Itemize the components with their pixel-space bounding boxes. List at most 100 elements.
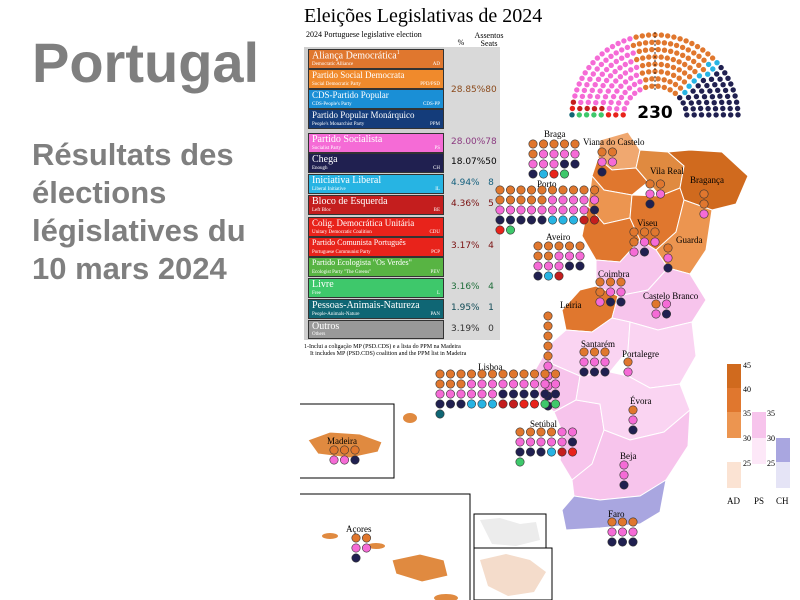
pct-ch: 18.07% <box>451 157 486 167</box>
legend-label-ch: CH <box>776 496 789 506</box>
district-seat-dot-ad <box>516 195 526 205</box>
party-name-en: Unitary Democratic Coalition <box>312 230 372 235</box>
district-seat-dot-be <box>554 271 564 281</box>
district-seat-dot-ps <box>619 470 629 480</box>
party-row-pan: Pessoas-Animais-Natureza People-Animals-… <box>308 299 444 319</box>
pct-cdu: 3.17% <box>451 241 480 251</box>
district-seat-dot-ch <box>537 215 547 225</box>
district-seat-dot-ch <box>605 297 615 307</box>
district-label: Castelo Branco <box>643 291 699 301</box>
legend-ch-25 <box>776 462 790 488</box>
district-seat-dot-ps <box>629 247 639 257</box>
district-label: Santarém <box>581 339 615 349</box>
party-name-en: Ecologist Party "The Greens" <box>312 270 372 275</box>
district-seat-dot-ad <box>558 185 568 195</box>
district-seat-dot-ch <box>617 537 627 547</box>
district-seat-dot-ps <box>597 157 607 167</box>
district-seat-dot-ad <box>623 357 633 367</box>
district-seat-dot-be <box>589 215 599 225</box>
district-seat-dot-ad <box>579 347 589 357</box>
district-label: Beja <box>620 451 637 461</box>
party-row-psd: Partido Social Democrata Social Democrat… <box>308 69 444 89</box>
col-header-seats-en: Seats <box>480 39 498 48</box>
party-name-en: Democratic Alliance <box>312 62 354 67</box>
district-seat-dot-ps <box>557 437 567 447</box>
party-abbr: CDS-PP <box>423 102 440 107</box>
subtitle-line: Résultats des <box>32 137 234 172</box>
seats-ps: 78 <box>485 137 497 147</box>
district-seat-dot-ps <box>567 427 577 437</box>
district-seat-dot-ch <box>570 159 580 169</box>
district-seat-dot-ps <box>605 287 615 297</box>
district-seat-dot-ps <box>498 379 508 389</box>
district-seat-dot-ad <box>595 287 605 297</box>
party-name-en: Portuguese Communist Party <box>312 250 371 255</box>
district-seat-dot-ad <box>607 517 617 527</box>
district-seat-dot-ch <box>639 247 649 257</box>
district-label: Porto <box>537 179 557 189</box>
district-seat-dot-ps <box>505 205 515 215</box>
district-seat-dot-ad <box>456 369 466 379</box>
party-row-ch: Chega Enough CH <box>308 153 444 173</box>
district-seat-dot-ad <box>516 185 526 195</box>
district-seat-dot-ps <box>547 195 557 205</box>
seats-livre: 4 <box>488 282 494 292</box>
district-seat-dot-ps <box>466 389 476 399</box>
district-seat-dot-ch <box>645 199 655 209</box>
district-seat-dot-ps <box>547 205 557 215</box>
party-name: Chega <box>312 154 338 165</box>
district-seat-dot-ad <box>329 445 339 455</box>
party-name-en: Socialist Party <box>312 146 342 151</box>
legend-tick: 25 <box>743 459 751 468</box>
seats-others: 0 <box>488 324 494 334</box>
district-seat-dot-ad <box>477 369 487 379</box>
district-seat-dot-ad <box>361 533 371 543</box>
district-seat-dot-ad <box>564 241 574 251</box>
district-seat-dot-ad <box>515 427 525 437</box>
district-seat-dot-ad <box>650 227 660 237</box>
party-abbr: AD <box>432 62 440 67</box>
district-seat-dot-ch <box>445 399 455 409</box>
results-table: Aliança Democrática1 Democratic Alliance… <box>304 47 500 340</box>
district-seat-dot-ps <box>570 149 580 159</box>
district-seat-dot-ps <box>351 543 361 553</box>
district-seat-dot-ad <box>543 311 553 321</box>
inset-frame-madeira <box>300 403 395 479</box>
district-seat-dot-ad <box>595 277 605 287</box>
district-seat-dot-ad <box>498 369 508 379</box>
legend-tick: 25 <box>767 459 775 468</box>
district-label: Portalegre <box>622 349 659 359</box>
district-seat-dot-ps <box>339 455 349 465</box>
col-header-seats-pt: Assentos <box>474 31 504 40</box>
district-seat-dot-ps <box>516 205 526 215</box>
party-name: CDS-Partido Popular <box>312 90 389 100</box>
legend-label-ps: PS <box>754 496 764 506</box>
district-seat-dot-ad <box>350 445 360 455</box>
party-name-en: Free <box>312 291 321 296</box>
region-braganca <box>666 149 749 211</box>
district-seat-dot-ch <box>508 389 518 399</box>
district-seat-dot-ad <box>536 427 546 437</box>
district-seat-dot-ps <box>650 237 660 247</box>
district-label: Lisboa <box>478 362 503 372</box>
party-name-en: People-Animals-Nature <box>312 312 360 317</box>
district-seat-dot-ad <box>526 195 536 205</box>
district-seat-dot-cdu <box>529 399 539 409</box>
party-name: Partido Socialista <box>312 134 383 145</box>
region-acores <box>391 553 449 583</box>
district-seat-dot-il <box>547 215 557 225</box>
party-row-others: Outros Others <box>308 320 444 339</box>
party-abbr: PPD/PSD <box>420 82 440 87</box>
district-seat-dot-ps <box>568 195 578 205</box>
district-seat-dot-ps <box>619 460 629 470</box>
party-row-ppm: Partido Popular Monárquico People's Mona… <box>308 109 444 129</box>
col-header-pct: % <box>457 38 465 47</box>
legend-tick: 35 <box>767 409 775 418</box>
district-seat-dot-ch <box>597 167 607 177</box>
legend-tick: 30 <box>767 434 775 443</box>
district-seat-dot-ch <box>528 169 538 179</box>
district-seat-dot-ps <box>655 189 665 199</box>
legend-tick: 40 <box>743 385 751 394</box>
district-seat-dot-ad <box>554 241 564 251</box>
pct-ps: 28.00% <box>451 137 486 147</box>
